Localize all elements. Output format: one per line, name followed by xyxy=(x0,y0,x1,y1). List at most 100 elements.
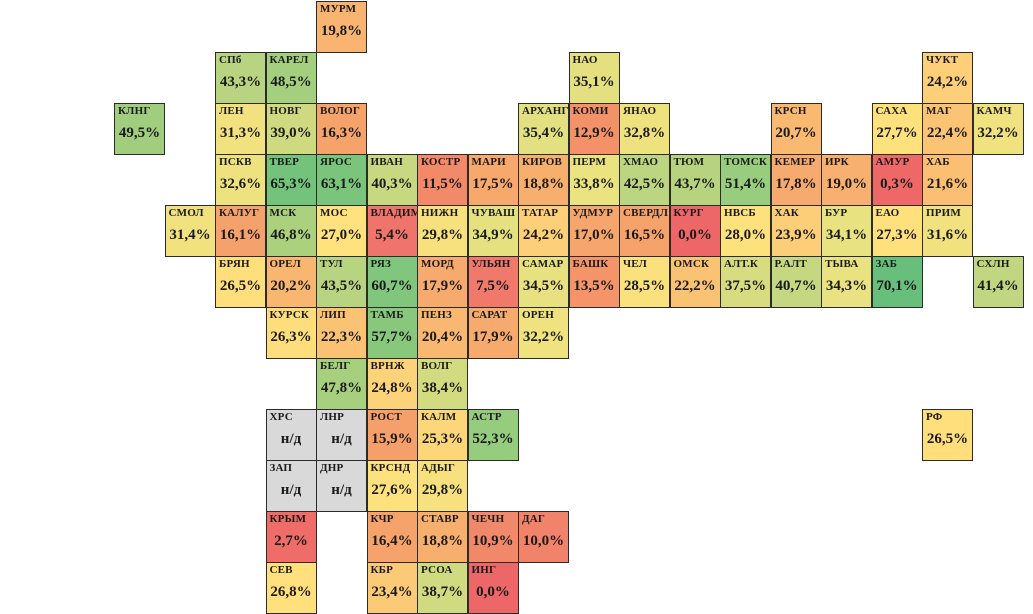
region-tile-udmur: УДМУР 17,0% xyxy=(568,204,620,257)
region-value: 38,7% xyxy=(421,583,464,600)
region-code: АЛТ.К xyxy=(724,257,759,270)
region-code: РСОА xyxy=(421,563,453,576)
region-value: 10,0% xyxy=(522,532,565,549)
region-tile-tamb: ТАМБ 57,7% xyxy=(366,306,418,359)
region-code: КАРЕЛ xyxy=(269,53,309,66)
region-tile-rost: РОСТ 15,9% xyxy=(366,408,418,461)
region-code: БЕЛГ xyxy=(320,359,351,372)
region-value: 16,4% xyxy=(371,532,413,549)
region-code: БАШК xyxy=(572,257,609,270)
region-value: 27,0% xyxy=(320,226,363,243)
region-tile-r-alt: Р.АЛТ 40,7% xyxy=(770,255,822,308)
region-tile-eao: ЕАО 27,3% xyxy=(871,204,923,257)
region-code: ТЫВА xyxy=(825,257,859,270)
region-code: ЯРОС xyxy=(320,155,353,168)
region-code: САХА xyxy=(875,104,908,117)
region-value: 27,6% xyxy=(371,481,413,498)
region-value: 33,8% xyxy=(573,175,615,192)
region-code: ОМСК xyxy=(673,257,710,270)
region-tile-dag: ДАГ 10,0% xyxy=(518,510,569,563)
region-value: 22,3% xyxy=(320,328,363,345)
region-value: 52,3% xyxy=(472,430,514,447)
region-tile-chuvash: ЧУВАШ 34,9% xyxy=(467,204,519,257)
region-tile-kalug: КАЛУГ 16,1% xyxy=(215,204,266,257)
region-tile-stavr: СТАВР 18,8% xyxy=(417,510,468,563)
region-code: СМОЛ xyxy=(168,206,204,219)
region-tile-lip: ЛИП 22,3% xyxy=(316,306,367,359)
region-code: ВОЛОГ xyxy=(320,104,361,117)
region-value: 25,3% xyxy=(421,430,464,447)
region-value: 28,5% xyxy=(623,277,666,294)
region-tile-nizhn: НИЖН 29,8% xyxy=(417,204,468,257)
region-code: КАЛУГ xyxy=(219,206,260,219)
region-code: РФ xyxy=(926,410,943,423)
region-tile-orel: ОРЕЛ 20,2% xyxy=(265,255,317,308)
region-value: 34,9% xyxy=(472,226,514,243)
region-code: ЧУКТ xyxy=(926,53,959,66)
region-code: РЯЗ xyxy=(370,257,392,270)
region-tile-nao: НАО 35,1% xyxy=(568,51,620,104)
region-value: 15,9% xyxy=(371,430,413,447)
region-value: 16,1% xyxy=(219,226,262,243)
region-code: ПРИМ xyxy=(926,206,962,219)
region-value: 16,3% xyxy=(320,124,363,141)
region-code: ИВАН xyxy=(370,155,404,168)
region-code: ИРК xyxy=(825,155,849,168)
region-code: АМУР xyxy=(875,155,910,168)
region-value: 27,3% xyxy=(876,226,918,243)
region-tile-mos: МОС 27,0% xyxy=(316,204,367,257)
region-value: 20,4% xyxy=(421,328,464,345)
region-value: 49,5% xyxy=(118,124,161,141)
region-tile-prim: ПРИМ 31,6% xyxy=(922,204,973,257)
region-tile-chukt: ЧУКТ 24,2% xyxy=(922,51,973,104)
region-tile-smol: СМОЛ 31,4% xyxy=(164,204,216,257)
region-value: 0,0% xyxy=(678,226,712,243)
region-tile-chechn: ЧЕЧН 10,9% xyxy=(467,510,519,563)
region-code: ТОМСК xyxy=(724,155,768,168)
region-value: 7,5% xyxy=(476,277,510,294)
region-value: 38,4% xyxy=(421,379,464,396)
region-tile-bashk: БАШК 13,5% xyxy=(568,255,620,308)
region-code: ВОЛГ xyxy=(421,359,453,372)
region-code: ТУЛ xyxy=(320,257,343,270)
region-tile-novg: НОВГ 39,0% xyxy=(265,102,317,155)
region-tile-sarat: САРАТ 17,9% xyxy=(467,306,519,359)
region-value: 39,0% xyxy=(270,124,312,141)
region-tile-vrnzh: ВРНЖ 24,8% xyxy=(366,357,418,410)
region-tile-krym: КРЫМ 2,7% xyxy=(265,510,317,563)
region-code: АСТР xyxy=(471,410,502,423)
region-tile-penz: ПЕНЗ 20,4% xyxy=(417,306,468,359)
region-tile-tul: ТУЛ 43,5% xyxy=(316,255,367,308)
region-code: ОРЕЛ xyxy=(269,257,301,270)
region-tile-perm: ПЕРМ 33,8% xyxy=(568,153,620,206)
region-tile-vladim: ВЛАДИМ 5,4% xyxy=(366,204,421,257)
region-tile-kbr: КБР 23,4% xyxy=(366,561,418,614)
region-value: 10,9% xyxy=(472,532,514,549)
region-value: 26,5% xyxy=(219,277,262,294)
region-code: ДАГ xyxy=(522,512,546,525)
region-value: 41,4% xyxy=(977,277,1019,294)
region-value: 24,2% xyxy=(522,226,565,243)
region-value: 65,3% xyxy=(270,175,312,192)
region-code: МАРИ xyxy=(471,155,506,168)
region-value: 11,5% xyxy=(422,175,463,192)
region-code: КУРГ xyxy=(673,206,704,219)
region-tile-bur: БУР 34,1% xyxy=(821,204,872,257)
region-value: 5,4% xyxy=(375,226,409,243)
region-tile-hrs: ХРС н/д xyxy=(265,408,317,461)
region-value: 17,9% xyxy=(472,328,514,345)
region-tile-amur: АМУР 0,3% xyxy=(871,153,923,206)
region-value: 34,1% xyxy=(825,226,868,243)
region-value: 40,3% xyxy=(371,175,413,192)
region-value: 29,8% xyxy=(421,481,464,498)
region-value: 2,7% xyxy=(274,532,308,549)
region-code: КИРОВ xyxy=(522,155,563,168)
region-code: ЯНАО xyxy=(623,104,657,117)
region-code: САРАТ xyxy=(471,308,508,321)
region-value: 0,0% xyxy=(476,583,510,600)
region-value: 35,4% xyxy=(522,124,565,141)
region-value: 32,2% xyxy=(522,328,565,345)
region-code: КРСН xyxy=(774,104,807,117)
region-code: МСК xyxy=(269,206,297,219)
region-tile-shln: СХЛН 41,4% xyxy=(972,255,1024,308)
